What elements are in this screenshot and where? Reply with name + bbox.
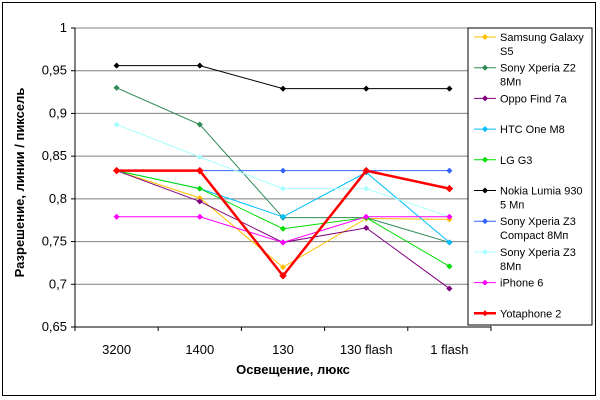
data-point: [445, 184, 454, 193]
y-tick-label: 0,75: [42, 234, 67, 249]
data-point: [279, 239, 287, 246]
data-point: [446, 85, 453, 92]
y-axis-title: Разрешение, линии / пиксель: [12, 88, 27, 278]
x-axis-title: Освещение, люкс: [236, 362, 350, 377]
data-point: [363, 224, 370, 232]
y-tick-label: 1: [60, 20, 67, 35]
legend-label: Nokia Lumia 930: [500, 186, 583, 198]
legend-label: LG G3: [500, 155, 532, 167]
legend-label: Samsung Galaxy: [500, 32, 584, 44]
data-point: [113, 62, 120, 69]
data-point: [196, 121, 203, 128]
data-point: [446, 285, 453, 292]
legend-box: [467, 27, 593, 326]
legend-label: Sony Xperia Z2: [500, 63, 576, 75]
data-point: [195, 166, 204, 175]
y-tick-label: 0,95: [42, 63, 67, 78]
legend-label: Oppo Find 7a: [500, 93, 568, 105]
data-point: [196, 62, 203, 69]
x-tick-label: 1 flash: [430, 342, 468, 357]
y-tick-label: 0,9: [49, 105, 67, 120]
data-point: [113, 213, 120, 220]
data-point: [196, 198, 203, 205]
y-tick-label: 0,7: [49, 276, 67, 291]
data-point: [279, 225, 287, 232]
data-point: [446, 213, 453, 220]
data-point: [363, 185, 370, 192]
legend-label: 8Мп: [500, 77, 521, 89]
data-point: [446, 263, 453, 270]
legend-label: 8Мп: [500, 261, 521, 273]
data-point: [363, 213, 370, 220]
y-tick-label: 0,85: [42, 148, 67, 163]
x-tick-label: 130 flash: [340, 342, 393, 357]
data-point: [279, 264, 287, 271]
data-point: [279, 271, 287, 280]
data-point: [363, 85, 370, 92]
legend-label: Sony Xperia Z3: [500, 247, 576, 259]
x-tick-label: 3200: [102, 342, 131, 357]
legend-swatch-marker: [482, 64, 488, 71]
data-point: [113, 121, 120, 128]
legend-swatch-marker: [482, 126, 488, 133]
legend-swatch-marker: [482, 310, 488, 317]
legend-label: HTC One M8: [500, 124, 565, 136]
data-point: [362, 166, 371, 175]
legend-swatch-marker: [482, 156, 488, 163]
legend-label: Sony Xperia Z3: [500, 216, 576, 228]
data-point: [279, 185, 287, 192]
x-tick-label: 1400: [185, 342, 214, 357]
data-point: [279, 85, 287, 92]
data-point: [279, 167, 287, 174]
data-point: [446, 167, 453, 174]
data-point: [113, 84, 120, 91]
data-point: [196, 213, 203, 220]
legend-label: Yotaphone 2: [500, 308, 561, 320]
data-point: [279, 213, 287, 220]
legend-swatch-marker: [482, 218, 488, 225]
legend-label: Compact 8Мп: [500, 230, 568, 242]
legend-swatch-marker: [482, 95, 488, 102]
legend-swatch-marker: [482, 187, 488, 194]
data-point: [196, 153, 203, 161]
legend-swatch-marker: [482, 248, 488, 255]
data-point: [446, 239, 453, 246]
legend-swatch-marker: [482, 34, 488, 40]
y-tick-label: 0,65: [42, 319, 67, 334]
data-point: [112, 166, 121, 175]
legend-label: S5: [500, 46, 513, 58]
data-point: [196, 185, 203, 192]
legend-swatch-marker: [482, 279, 488, 286]
legend-label: iPhone 6: [500, 278, 543, 290]
x-tick-label: 130: [272, 342, 294, 357]
y-tick-label: 0,8: [49, 191, 67, 206]
legend-label: 5 Мп: [500, 200, 524, 212]
